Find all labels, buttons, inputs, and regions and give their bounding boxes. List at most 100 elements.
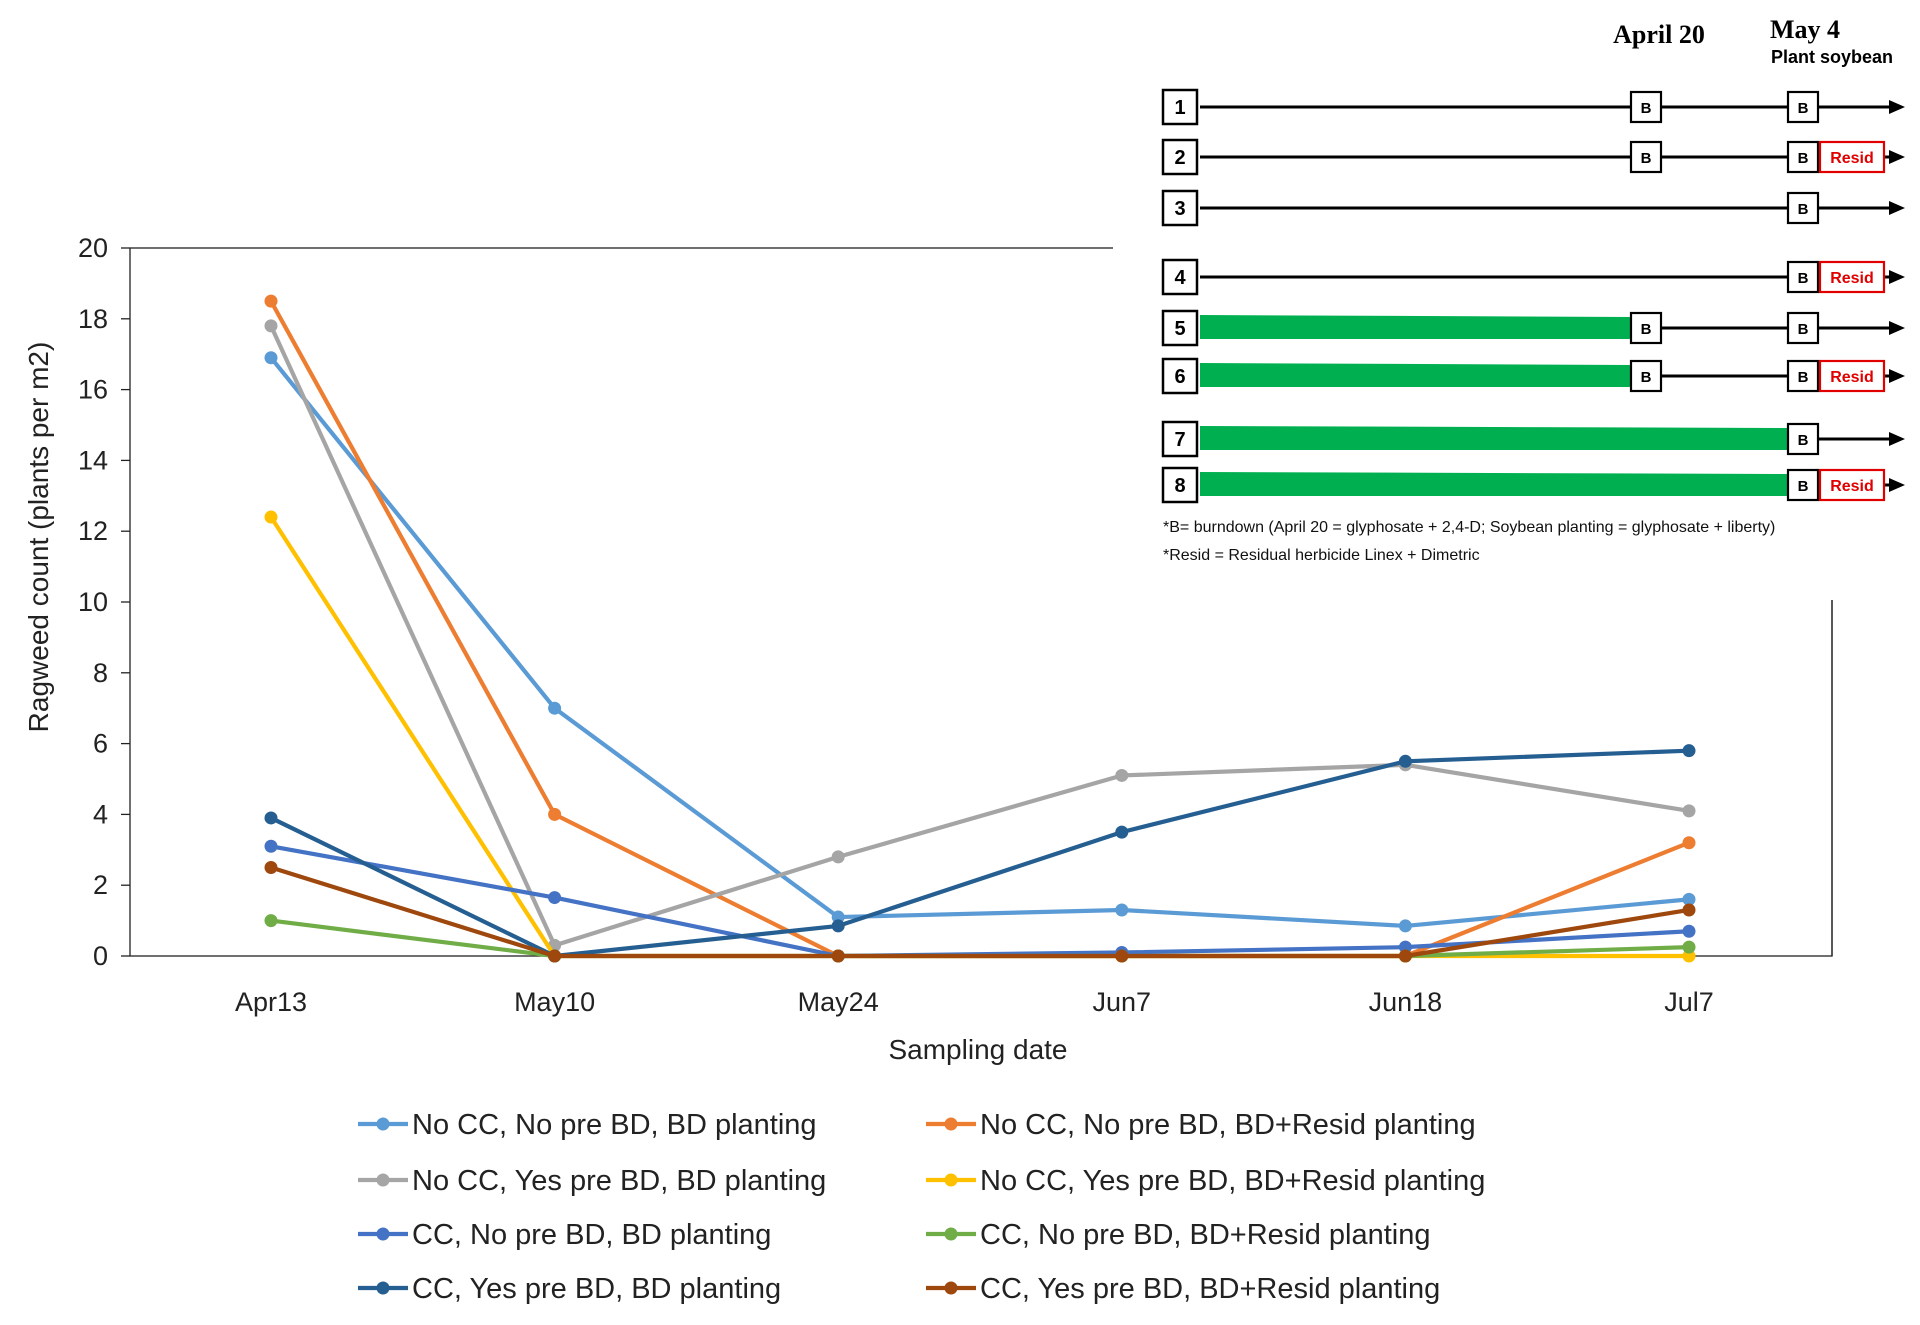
row-number-box [1161,466,1199,504]
residual-note: *Resid = Residual herbicide Linex + Dime… [1163,547,1480,564]
data-point [548,807,562,821]
row-number-box [1161,357,1199,395]
data-point [1682,940,1696,954]
data-point [264,319,278,333]
legend-marker [944,1173,958,1187]
legend-marker [376,1173,390,1187]
arrow-head [1889,478,1905,492]
x-tick-label: Jun18 [1369,987,1443,1017]
burndown-label: B [1641,321,1652,338]
row-number-box [1161,420,1199,458]
burndown-box [1786,422,1820,456]
residual-label: Resid [1830,478,1874,495]
burndown-label: B [1798,432,1809,449]
data-point [264,510,278,524]
y-tick-label: 20 [78,233,108,263]
date-label-april-20: April 20 [1613,20,1705,49]
y-axis-title: Ragweed count (plants per m2) [23,342,54,733]
data-point [831,949,845,963]
legend-label: No CC, Yes pre BD, BD planting [412,1165,826,1197]
data-point [1115,825,1129,839]
y-tick-label: 16 [78,375,108,405]
x-axis-ticks: Apr13 May10 May24 Jun7 Jun18 Jul7 [235,987,1714,1017]
series-line [270,844,1690,959]
legend-label: CC, Yes pre BD, BD+Resid planting [980,1273,1440,1305]
series-line [270,865,1690,959]
y-tick-label: 10 [78,587,108,617]
residual-label: Resid [1830,270,1874,287]
legend-marker [376,1117,390,1131]
burndown-label: B [1641,150,1652,167]
row-number: 6 [1174,366,1185,388]
burndown-label: B [1798,150,1809,167]
burndown-label: B [1798,321,1809,338]
data-point [831,919,845,933]
y-tick-label: 14 [78,445,108,475]
arrow-head [1889,270,1905,284]
y-axis-ticks: 0 2 4 6 8 10 12 14 16 18 20 [78,233,130,971]
data-point [264,861,278,874]
burndown-note: *B= burndown (April 20 = glyphosate + 2,… [1163,519,1775,536]
diagram-background [1113,0,1920,600]
burndown-box [1786,468,1820,502]
treatment-row-2: 2 B B Resid [1161,138,1905,176]
y-tick-label: 2 [93,870,108,900]
residual-label: Resid [1830,369,1874,386]
burndown-box [1786,140,1820,174]
data-point [1115,768,1129,782]
data-point [831,850,845,864]
data-point [1682,892,1696,906]
legend-label: No CC, Yes pre BD, BD+Resid planting [980,1165,1485,1197]
series-layer [264,294,1696,963]
legend-marker [944,1227,958,1241]
data-point [548,701,562,715]
burndown-box [1786,359,1820,393]
legend-item-6: CC, No pre BD, BD+Resid planting [926,1219,1431,1251]
residual-box [1818,468,1886,502]
date-label-may-4: May 4 [1770,15,1840,44]
row-number-box [1161,258,1199,296]
legend-label: CC, No pre BD, BD+Resid planting [980,1219,1431,1251]
cover-crop-band [1200,315,1631,339]
legend-label: CC, Yes pre BD, BD planting [412,1273,781,1305]
arrow-head [1889,432,1905,446]
burndown-label: B [1798,100,1809,117]
data-point [1682,804,1696,818]
legend-label: No CC, No pre BD, BD+Resid planting [980,1109,1476,1141]
burndown-label: B [1798,201,1809,218]
residual-label: Resid [1830,150,1874,167]
series-3 [264,319,1696,952]
arrow-head [1889,150,1905,164]
row-number: 2 [1174,147,1185,169]
burndown-label: B [1798,478,1809,495]
burndown-label: B [1641,369,1652,386]
data-point [264,914,278,928]
treatment-row-1: 1 B B [1161,88,1905,126]
legend-item-8: CC, Yes pre BD, BD+Resid planting [926,1273,1440,1305]
legend-label: CC, No pre BD, BD planting [412,1219,771,1251]
data-point [548,891,562,905]
burndown-box [1786,90,1820,124]
data-point [1682,903,1696,917]
row-number: 8 [1174,475,1185,497]
series-line [269,325,1690,948]
x-tick-label: May10 [514,987,595,1017]
data-point [264,811,278,825]
treatment-row-5: 5 B B [1161,309,1905,347]
residual-box [1818,260,1886,294]
x-axis-title: Sampling date [888,1034,1067,1065]
arrow-head [1889,100,1905,114]
x-tick-label: Apr13 [235,987,307,1017]
row-number-box [1161,138,1199,176]
arrow-head [1889,321,1905,335]
burndown-box [1786,311,1820,345]
cover-crop-band [1200,363,1631,387]
cover-crop-band [1200,426,1788,450]
burndown-label: B [1798,270,1809,287]
data-point [548,949,562,963]
data-point [264,351,278,365]
legend-marker [944,1281,958,1295]
